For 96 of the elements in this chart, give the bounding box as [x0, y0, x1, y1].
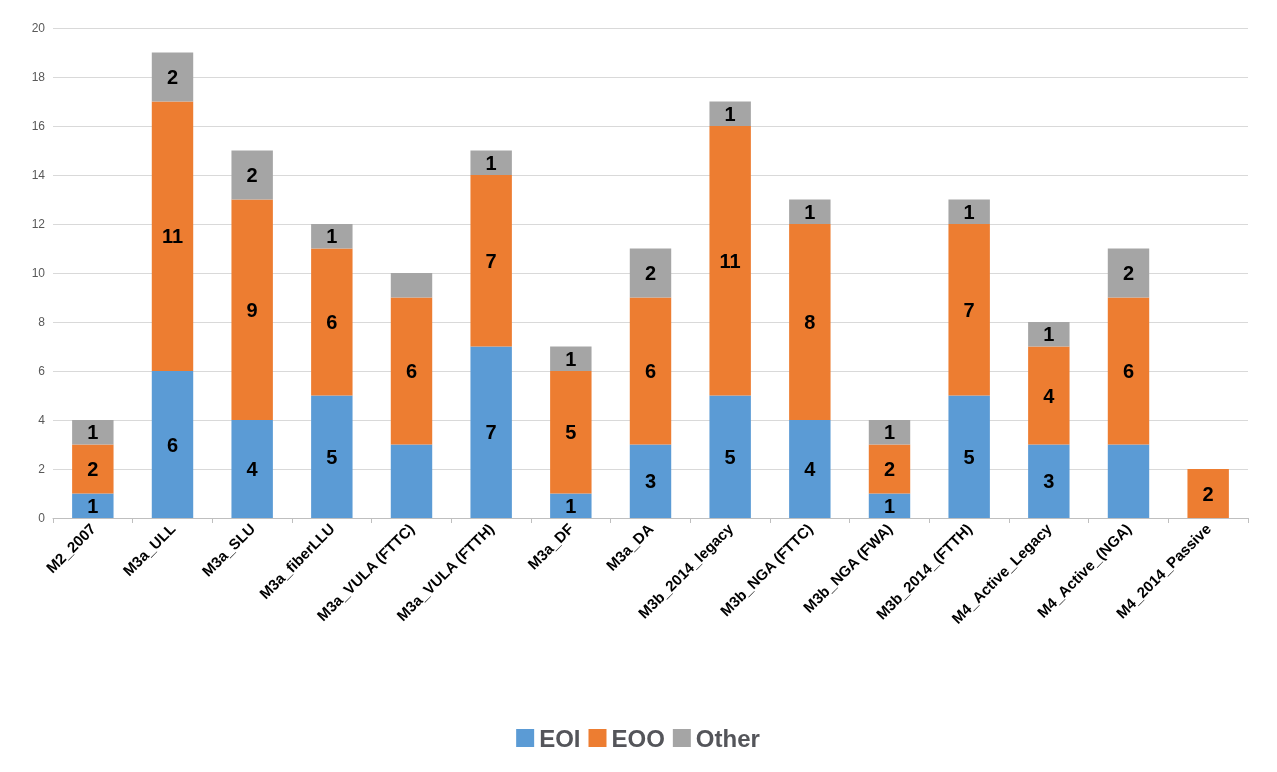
bar — [629, 248, 672, 298]
data-label: 1 — [87, 421, 99, 444]
bar — [868, 420, 911, 445]
bar — [470, 346, 512, 518]
data-label: 5 — [326, 445, 338, 468]
bar — [1107, 444, 1150, 518]
y-tick-label: 12 — [31, 217, 46, 231]
data-label: 1 — [565, 347, 577, 370]
legend-label: EOI — [539, 724, 581, 752]
legend-label: EOO — [611, 724, 665, 752]
bar — [1107, 297, 1150, 445]
bar — [390, 444, 433, 518]
y-tick-label: 0 — [38, 511, 46, 525]
legend-label: Other — [695, 724, 760, 752]
data-label: 3 — [644, 470, 657, 493]
y-tick-label: 6 — [38, 364, 46, 378]
data-label: 2 — [166, 66, 179, 88]
bar — [231, 150, 273, 200]
bar — [72, 420, 114, 445]
bar — [231, 199, 273, 420]
data-label: 1 — [1043, 323, 1055, 346]
bar — [868, 444, 911, 494]
data-label: 8 — [804, 311, 816, 333]
y-tick-label: 8 — [38, 315, 46, 329]
data-label: 2 — [883, 458, 896, 480]
data-label: 6 — [405, 360, 418, 382]
data-label: 2 — [1122, 262, 1135, 284]
bar — [550, 371, 592, 494]
bar — [1187, 469, 1229, 518]
bar — [311, 224, 353, 249]
data-label: 3 — [1043, 470, 1055, 493]
y-tick-label: 16 — [31, 119, 46, 133]
data-label: 6 — [1122, 360, 1135, 382]
bar — [789, 224, 831, 420]
data-label: 6 — [644, 360, 657, 382]
bar — [709, 101, 751, 126]
bar — [231, 420, 273, 518]
data-label: 9 — [246, 298, 258, 321]
bar — [151, 371, 194, 518]
data-label: 1 — [804, 200, 816, 223]
data-label: 2 — [1202, 482, 1214, 505]
y-tick-label: 14 — [31, 168, 46, 182]
bar — [709, 395, 751, 518]
data-label: 7 — [963, 298, 975, 321]
bar — [948, 395, 990, 518]
bar — [948, 199, 990, 224]
data-label: 11 — [719, 249, 741, 272]
bar — [550, 493, 592, 518]
bar — [151, 52, 194, 102]
bar — [390, 273, 433, 298]
y-tick-label: 20 — [31, 21, 46, 35]
bar — [629, 444, 672, 518]
data-label: 1 — [87, 494, 99, 517]
bar — [72, 444, 114, 494]
bar — [789, 199, 831, 224]
data-label: 4 — [1043, 384, 1056, 407]
data-label: 11 — [161, 225, 184, 248]
y-tick-label: 4 — [38, 413, 46, 427]
data-label: 1 — [883, 421, 896, 444]
data-label: 1 — [724, 102, 736, 125]
bar — [311, 395, 353, 518]
data-label: 2 — [644, 262, 657, 284]
data-label: 2 — [87, 458, 99, 480]
bar — [1107, 248, 1150, 298]
y-tick-label: 10 — [31, 266, 46, 280]
data-label: 4 — [804, 458, 817, 480]
data-label: 7 — [485, 421, 497, 444]
bar — [470, 175, 512, 347]
data-label: 1 — [883, 494, 896, 517]
bar — [948, 224, 990, 396]
bar — [1028, 322, 1070, 347]
bar — [151, 101, 194, 371]
bar — [311, 248, 353, 396]
bar — [550, 346, 592, 371]
bar — [789, 420, 831, 518]
data-label: 1 — [485, 151, 497, 174]
bar — [470, 150, 512, 175]
data-label: 5 — [963, 445, 975, 468]
y-tick-label: 18 — [31, 70, 46, 84]
bar — [1028, 444, 1070, 518]
data-label: 1 — [963, 200, 975, 223]
data-label: 1 — [565, 494, 577, 517]
bar — [629, 297, 672, 445]
bar — [72, 493, 114, 518]
data-label: 2 — [246, 164, 258, 186]
bar — [390, 297, 433, 445]
bar — [709, 126, 751, 396]
data-label: 1 — [326, 225, 338, 248]
data-label: 5 — [724, 445, 736, 468]
data-label: 7 — [485, 249, 497, 272]
data-label: 5 — [565, 421, 577, 444]
y-tick-label: 2 — [38, 462, 46, 476]
data-label: 4 — [246, 458, 259, 480]
bar — [1028, 346, 1070, 445]
data-label: 6 — [326, 311, 338, 333]
data-label: 6 — [166, 433, 179, 456]
